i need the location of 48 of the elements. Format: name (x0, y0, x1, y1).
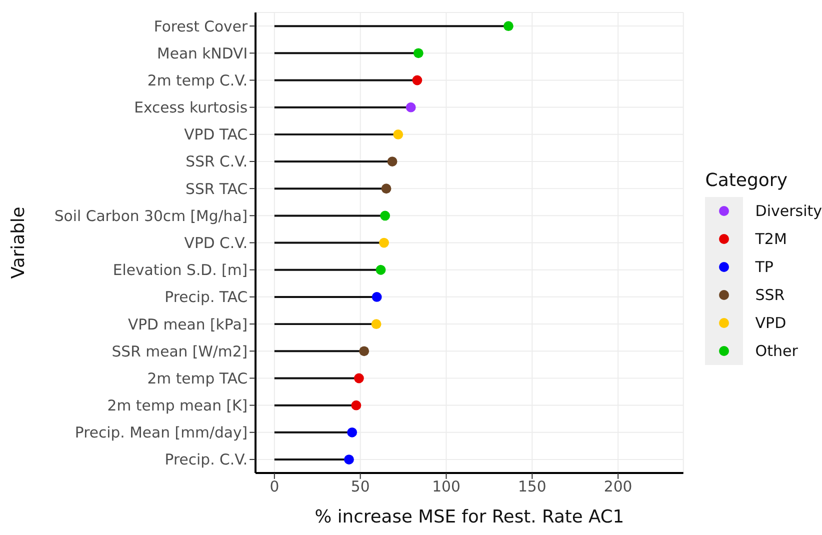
point (412, 75, 422, 86)
y-tick-label: Precip. TAC (164, 288, 248, 306)
legend-label: VPD (755, 314, 786, 332)
y-tick-label: SSR mean [W/m2] (112, 342, 248, 360)
point (380, 210, 390, 221)
point (372, 292, 382, 302)
y-tick-label: 2m temp mean [K] (107, 396, 248, 415)
y-tick-label: SSR C.V. (186, 152, 248, 171)
x-tick-label: 0 (270, 477, 280, 496)
point (347, 427, 358, 438)
y-tick-label: Excess kurtosis (134, 98, 248, 117)
point (359, 346, 370, 356)
point (381, 184, 392, 194)
x-tick-label: 50 (350, 477, 370, 496)
y-tick-label: Precip. Mean [mm/day] (74, 424, 248, 442)
y-tick-label: SSR TAC (186, 180, 248, 198)
x-tick-label: 200 (604, 477, 632, 496)
point (371, 319, 382, 330)
point (351, 400, 362, 410)
x-tick-label: 100 (432, 477, 460, 496)
y-tick-label: Precip. C.V. (164, 450, 248, 469)
y-tick-label: Forest Cover (154, 17, 248, 36)
point (344, 454, 354, 464)
y-tick-label: VPD C.V. (184, 234, 248, 252)
y-tick-label: Soil Carbon 30cm [Mg/ha] (54, 206, 248, 225)
point (503, 21, 514, 32)
legend-label: SSR (755, 286, 785, 304)
legend-label: Other (755, 342, 798, 360)
point (376, 264, 386, 275)
y-tick-label: Mean kNDVI (157, 44, 248, 62)
point (393, 129, 404, 140)
point (354, 373, 364, 384)
point (413, 48, 424, 58)
legend-label: Diversity (755, 202, 822, 220)
y-tick-label: 2m temp TAC (147, 369, 248, 388)
legend-title: Category (705, 170, 788, 191)
y-tick-label: VPD mean [kPa] (128, 315, 248, 334)
x-axis-title: % increase MSE for Rest. Rate AC1 (314, 506, 624, 528)
y-axis-title: Variable (8, 206, 30, 279)
point (406, 102, 416, 112)
legend-label: TP (755, 258, 774, 276)
y-tick-label: Elevation S.D. [m] (112, 261, 248, 280)
point (387, 156, 398, 166)
y-tick-label: VPD TAC (184, 126, 248, 144)
y-tick-label: 2m temp C.V. (147, 71, 248, 90)
point (379, 238, 389, 248)
legend-label: T2M (755, 230, 787, 248)
x-tick-label: 150 (518, 477, 546, 496)
